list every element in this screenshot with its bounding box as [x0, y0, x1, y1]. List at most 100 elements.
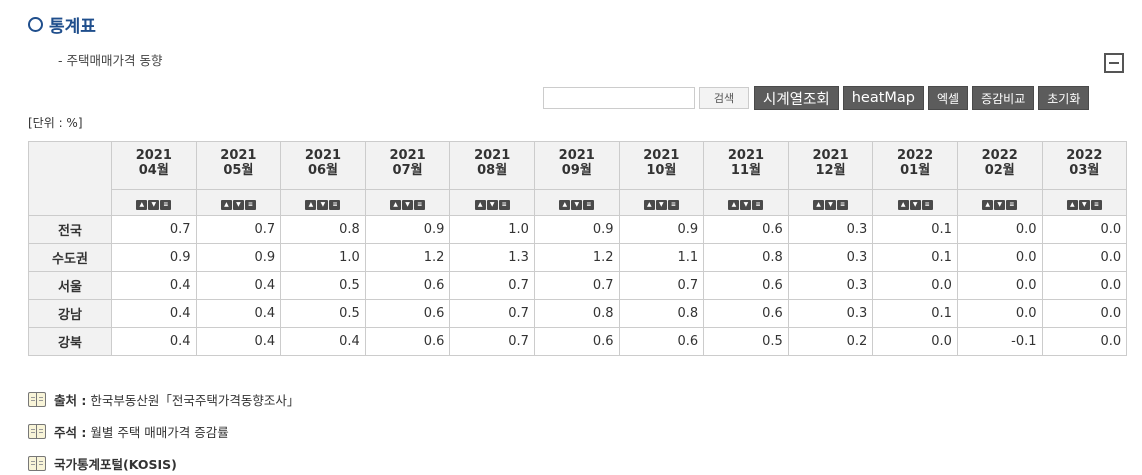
- sort-down-icon[interactable]: ▼: [655, 200, 667, 210]
- menu-icon[interactable]: ≡: [329, 200, 341, 210]
- table-cell: 0.0: [1041, 215, 1128, 244]
- collapse-button[interactable]: [1104, 53, 1124, 73]
- sort-up-icon[interactable]: ▲: [897, 200, 909, 210]
- menu-icon[interactable]: ≡: [498, 200, 510, 210]
- menu-icon[interactable]: ≡: [921, 200, 933, 210]
- page-subtitle: - 주택매매가격 동향: [58, 53, 163, 68]
- menu-icon[interactable]: ≡: [1090, 200, 1102, 210]
- column-year: 2021: [558, 148, 595, 163]
- column-year: 2022: [981, 148, 1018, 163]
- row-label: 서울: [28, 271, 112, 300]
- excel-button[interactable]: 엑셀: [928, 86, 969, 110]
- table-cell: 0.7: [533, 271, 620, 300]
- sort-down-icon[interactable]: ▼: [486, 200, 498, 210]
- table-cell: 0.8: [618, 299, 705, 328]
- sort-cell: ▲ ▼ ≡: [703, 189, 789, 216]
- sort-down-icon[interactable]: ▼: [232, 200, 244, 210]
- sort-cell: ▲ ▼ ≡: [364, 189, 451, 216]
- sort-up-icon[interactable]: ▲: [220, 200, 232, 210]
- heatmap-button[interactable]: heatMap: [842, 86, 924, 110]
- title-row: 통계표: [28, 12, 96, 37]
- sort-cell: ▲ ▼ ≡: [195, 189, 282, 216]
- menu-icon[interactable]: ≡: [752, 200, 764, 210]
- table-cell: 0.0: [872, 271, 958, 300]
- column-header: 2021 11월: [703, 141, 789, 190]
- column-year: 2021: [727, 148, 765, 163]
- note-label: 주석 :: [54, 425, 87, 440]
- sort-up-icon[interactable]: ▲: [1066, 200, 1078, 210]
- sort-down-icon[interactable]: ▼: [402, 200, 414, 210]
- table-cell: 0.4: [111, 299, 197, 328]
- row-label: 전국: [28, 215, 112, 244]
- column-month: 03월: [1069, 163, 1100, 178]
- reset-button[interactable]: 초기화: [1038, 86, 1090, 110]
- timeseries-button[interactable]: 시계열조회: [754, 86, 839, 110]
- menu-icon[interactable]: ≡: [414, 200, 426, 210]
- search-input[interactable]: [543, 87, 695, 109]
- table-cell: 0.0: [956, 243, 1043, 272]
- column-header: 2021 12월: [787, 141, 874, 190]
- table-cell: 0.5: [280, 271, 366, 300]
- unit-label: [단위 : %]: [28, 116, 83, 130]
- table-row: 서울 0.4 0.4 0.5 0.6 0.7 0.7 0.7 0.6 0.3 0.0 0.0 0.0: [28, 271, 1128, 300]
- kosis-link[interactable]: 국가통계포털(KOSIS): [54, 457, 177, 472]
- table-cell: 0.9: [111, 243, 197, 272]
- table-cell: 0.1: [872, 215, 958, 244]
- sort-up-icon[interactable]: ▲: [728, 200, 740, 210]
- table-cell: 0.3: [787, 271, 874, 300]
- compare-button[interactable]: 증감비교: [972, 86, 1035, 110]
- column-month: 08월: [477, 163, 508, 178]
- sort-up-icon[interactable]: ▲: [474, 200, 486, 210]
- column-year: 2022: [897, 148, 934, 163]
- column-year: 2021: [643, 148, 680, 163]
- column-year: 2021: [474, 148, 511, 163]
- book-icon: [28, 456, 46, 471]
- menu-icon[interactable]: ≡: [837, 200, 849, 210]
- table-cell: 0.0: [956, 271, 1043, 300]
- sort-up-icon[interactable]: ▲: [643, 200, 655, 210]
- menu-icon[interactable]: ≡: [667, 200, 679, 210]
- sort-down-icon[interactable]: ▼: [571, 200, 583, 210]
- sort-cell: ▲ ▼ ≡: [787, 189, 874, 216]
- table-cell: 0.6: [618, 327, 705, 356]
- sort-up-icon[interactable]: ▲: [390, 200, 402, 210]
- column-header: 2021 08월: [449, 141, 535, 190]
- menu-icon[interactable]: ≡: [160, 200, 172, 210]
- page-title: 통계표: [49, 17, 96, 37]
- header-row: 2021 04월 2021 05월 2021 06월 2021 07월 2021 08월 2021 0…: [28, 141, 1128, 216]
- table-cell: 1.0: [449, 215, 535, 244]
- sort-down-icon[interactable]: ▼: [317, 200, 329, 210]
- sort-down-icon[interactable]: ▼: [740, 200, 752, 210]
- column-year: 2021: [135, 148, 172, 163]
- table-cell: 0.0: [1041, 243, 1128, 272]
- table-cell: 0.9: [533, 215, 620, 244]
- column-year: 2021: [389, 148, 426, 163]
- sort-up-icon[interactable]: ▲: [559, 200, 571, 210]
- sort-up-icon[interactable]: ▲: [305, 200, 317, 210]
- sort-cell: ▲ ▼ ≡: [956, 189, 1043, 216]
- sort-down-icon[interactable]: ▼: [909, 200, 921, 210]
- column-month: 02월: [984, 163, 1015, 178]
- menu-icon[interactable]: ≡: [583, 200, 595, 210]
- sort-down-icon[interactable]: ▼: [1078, 200, 1090, 210]
- menu-icon[interactable]: ≡: [244, 200, 256, 210]
- sort-up-icon[interactable]: ▲: [136, 200, 148, 210]
- sort-down-icon[interactable]: ▼: [994, 200, 1006, 210]
- table-cell: 0.1: [872, 243, 958, 272]
- sort-up-icon[interactable]: ▲: [982, 200, 994, 210]
- search-button[interactable]: 검색: [699, 87, 749, 109]
- toolbar: 검색 시계열조회 heatMap 엑셀 증감비교 초기화: [543, 86, 1093, 110]
- sort-down-icon[interactable]: ▼: [148, 200, 160, 210]
- table-cell: 1.2: [533, 243, 620, 272]
- table-cell: 0.1: [872, 299, 958, 328]
- table-cell: 0.4: [111, 271, 197, 300]
- sort-controls: ▲ ▼ ≡: [559, 200, 595, 210]
- book-icon: [28, 424, 46, 439]
- column-month: 01월: [900, 163, 931, 178]
- sort-down-icon[interactable]: ▼: [825, 200, 837, 210]
- sort-up-icon[interactable]: ▲: [813, 200, 825, 210]
- menu-icon[interactable]: ≡: [1006, 200, 1018, 210]
- sort-controls: ▲ ▼ ≡: [813, 200, 849, 210]
- sort-controls: ▲ ▼ ≡: [474, 200, 510, 210]
- table-cell: 0.5: [280, 299, 366, 328]
